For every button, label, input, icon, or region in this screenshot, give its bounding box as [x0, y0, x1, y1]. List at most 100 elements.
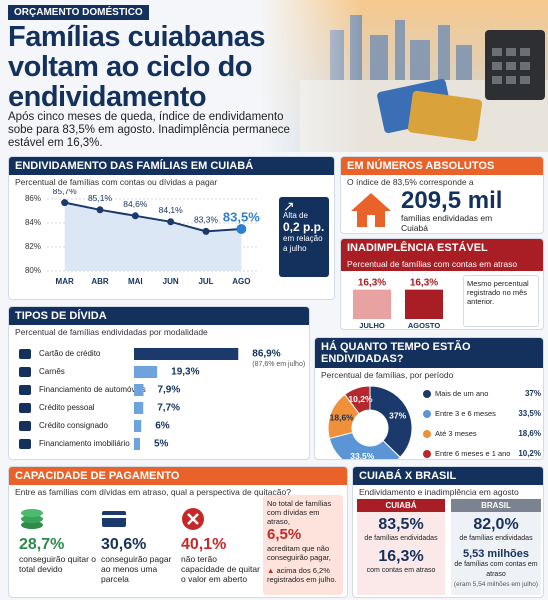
- debt-types-panel: TIPOS DE DÍVIDA Percentual de famílias e…: [8, 306, 310, 460]
- legend-label: Mais de um ano: [435, 389, 488, 398]
- point: [96, 206, 104, 214]
- panel-subtitle: Percentual de famílias com contas em atr…: [341, 257, 543, 271]
- value-label: 16,3%: [410, 277, 438, 288]
- duration-chart: 37% Mais de um ano 37% 33,5% Entre 3 e 6 mes…: [327, 385, 541, 460]
- capacity-text: conseguirão quitar o total devido: [19, 554, 97, 574]
- category-label: Carnês: [39, 367, 65, 376]
- value-label: 83,3%: [194, 215, 219, 225]
- comparison-panel: CUIABÁ X BRASIL Endividamento e inadimpl…: [352, 466, 544, 598]
- x-tick-label: ABR: [91, 277, 109, 286]
- value-label: 16,3%: [358, 277, 386, 288]
- value-label: 84,6%: [123, 199, 148, 209]
- x-tick-label: JULHO: [359, 321, 385, 330]
- default-note: Mesmo percentual registrado no mês anter…: [463, 275, 539, 327]
- absolute-text: famílias endividadas em Cuiabá: [401, 213, 493, 233]
- capacity-value: 28,7%: [19, 536, 65, 553]
- capacity-value: 40,1%: [181, 536, 227, 553]
- point: [167, 218, 175, 226]
- panel-subtitle: Percentual de famílias com contas ou dív…: [15, 177, 218, 187]
- panel-subtitle: Entre as famílias com dívidas em atraso,…: [15, 487, 291, 497]
- capacity-value: 30,6%: [101, 536, 147, 553]
- legend-swatch: [423, 450, 431, 458]
- category-label: Crédito consignado: [39, 421, 108, 430]
- slice: [328, 431, 401, 459]
- absolute-value: 209,5 mil: [401, 187, 503, 214]
- y-tick-label: 82%: [25, 242, 41, 251]
- icon: [19, 385, 31, 395]
- value-label: 19,3%: [171, 367, 199, 378]
- category-label: Crédito pessoal: [39, 403, 95, 412]
- capacity-text: conseguirão pagar ao menos uma parcela: [101, 554, 172, 584]
- legend-swatch: [423, 390, 431, 398]
- annotation-box: ↗ Alta de 0,2 p.p. em relação a julho: [279, 197, 329, 277]
- annotation-tail: em relação a julho: [283, 234, 323, 253]
- x-tick-label: MAI: [128, 277, 143, 286]
- capacity-item: 40,1% não terão capacidade de quitar o v…: [181, 507, 261, 584]
- panel-subtitle: Percentual de famílias endividadas por m…: [15, 327, 208, 337]
- bar: [353, 289, 391, 319]
- capacity-item: 30,6% conseguirão pagar ao menos uma par…: [101, 507, 181, 584]
- y-tick-label: 80%: [25, 266, 41, 275]
- legend-label: Entre 6 meses e 1 ano: [435, 449, 510, 458]
- note-value: 6,5%: [267, 526, 302, 543]
- slice-label: 10,2%: [348, 394, 373, 404]
- panel-subtitle: Endividamento e inadimplência em agosto: [359, 487, 519, 497]
- capacity-note: No total de famílias com dívidas em atra…: [263, 495, 343, 595]
- annotation-lead: Alta de: [283, 211, 308, 220]
- debt-types-chart: Cartão de crédito 86,9% Carnês 19,3% Financi…: [19, 348, 305, 450]
- value-label: 85,1%: [88, 193, 113, 203]
- absolute-panel: EM NÚMEROS ABSOLUTOS O índice de 83,5% c…: [340, 156, 544, 234]
- column-name: CUIABÁ: [357, 499, 445, 512]
- legend-value: 37%: [525, 389, 541, 398]
- capacity-item: 28,7% conseguirão quitar o total devido: [19, 507, 99, 574]
- slice-label: 18,6%: [330, 412, 355, 422]
- legend-swatch: [423, 410, 431, 418]
- column-value: 16,3%: [378, 548, 424, 565]
- column-name: BRASIL: [451, 499, 541, 512]
- bar: [134, 420, 142, 432]
- icon: [19, 367, 31, 377]
- note-tail-text: acima dos 6,2% registrados em julho.: [267, 566, 337, 584]
- x-tick-label: JUN: [163, 277, 179, 286]
- bar: [134, 402, 144, 414]
- absolute-intro: O índice de 83,5% corresponde a: [347, 177, 474, 187]
- slice-label: 33,5%: [350, 451, 375, 460]
- value-label: 86,9%: [252, 349, 280, 360]
- default-panel: INADIMPLÊNCIA ESTÁVEL Percentual de famí…: [340, 238, 544, 330]
- line-panel: ENDIVIDAMENTO DAS FAMÍLIAS EM CUIABÁ Per…: [8, 156, 335, 300]
- comparison-column: CUIABÁ 83,5% de famílias endividadas 16,…: [357, 499, 445, 595]
- x-icon: [182, 508, 204, 530]
- x-tick-label: MAR: [56, 277, 74, 286]
- y-tick-label: 86%: [25, 194, 41, 203]
- column-label: com contas em atraso: [366, 567, 436, 574]
- slice: [369, 385, 413, 458]
- panel-subtitle: Percentual de famílias, por período: [321, 370, 454, 380]
- point: [131, 212, 139, 220]
- icon: [19, 439, 31, 449]
- note-text: acreditam que não conseguirão pagar,: [267, 544, 331, 562]
- line-chart: 80% 82% 84% 86% 85,7% MAR 85,1% ABR 84,6% MAI 84,1…: [25, 186, 260, 286]
- value-label: 84,1%: [159, 205, 184, 215]
- category-label: Cartão de crédito: [39, 349, 101, 358]
- column-value: 5,53 milhões: [462, 548, 530, 560]
- slice-label: 37%: [389, 411, 406, 421]
- point: [236, 224, 247, 234]
- legend-label: Até 3 meses: [435, 429, 477, 438]
- panel-title: EM NÚMEROS ABSOLUTOS: [341, 157, 543, 175]
- icon: [19, 421, 31, 431]
- value-label: 5%: [154, 439, 169, 450]
- duration-panel: HÁ QUANTO TEMPO ESTÃO ENDIVIDADAS? Perce…: [314, 337, 544, 460]
- panel-title: CUIABÁ X BRASIL: [353, 467, 543, 485]
- value-label: 6%: [155, 421, 170, 432]
- note-text: Mesmo percentual registrado no mês anter…: [467, 279, 529, 306]
- column-label: de famílias endividadas: [459, 535, 533, 542]
- category-label: Financiamento de automóveis: [39, 385, 146, 394]
- category-label: Financiamento imobiliário: [39, 439, 130, 448]
- panel-title: HÁ QUANTO TEMPO ESTÃO ENDIVIDADAS?: [315, 338, 543, 368]
- headline: Famílias cuiabanas voltam ao ciclo do en…: [8, 21, 265, 113]
- column-value: 83,5%: [378, 516, 424, 533]
- legend-label: Entre 3 e 6 meses: [435, 409, 496, 418]
- lede: Após cinco meses de queda, índice de end…: [8, 111, 290, 149]
- legend-value: 10,2%: [518, 449, 541, 458]
